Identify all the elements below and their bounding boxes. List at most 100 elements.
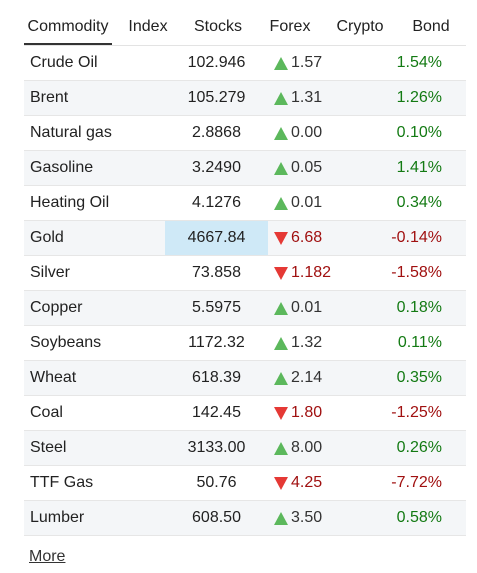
commodity-name: Coal [30, 404, 63, 421]
tab[interactable]: Crypto [336, 18, 384, 35]
commodity-name: Heating Oil [30, 194, 110, 211]
up-arrow [274, 57, 288, 70]
change: 0.01 [274, 186, 364, 220]
percent-change: 0.34% [396, 194, 442, 211]
commodity-name: Gold [30, 229, 64, 246]
percent-change: -1.58% [391, 264, 442, 281]
price: 3.2490 [192, 159, 241, 176]
percent-change: 0.26% [396, 439, 442, 456]
quote-table: Crude Oil 102.946 1.57 1.54% Brent 105.279 1.3… [24, 46, 466, 536]
price: 50.76 [196, 474, 237, 491]
tab-bar: Commodity Index Stocks Forex Crypto Bond [24, 0, 466, 46]
quote-row[interactable]: Silver 73.858 1.182 -1.58% [24, 256, 466, 291]
quote-row[interactable]: Lumber 608.50 3.50 0.58% [24, 501, 466, 536]
arrow-shape [274, 512, 288, 525]
quote-row[interactable]: Coal 142.45 1.80 -1.25% [24, 396, 466, 431]
change-value: 1.57 [291, 54, 323, 71]
change: 4.25 [274, 466, 364, 500]
commodity-widget: Commodity Index Stocks Forex Crypto Bond Crud… [24, 0, 466, 536]
more-link[interactable]: More [29, 548, 66, 565]
change: 1.31 [274, 81, 364, 115]
arrow-shape [274, 162, 288, 175]
change-value: 0.01 [291, 194, 323, 211]
change-value: 6.68 [291, 229, 323, 246]
commodity-name: Steel [30, 439, 67, 456]
percent-change: -7.72% [391, 474, 442, 491]
quote-row[interactable]: Steel 3133.00 8.00 0.26% [24, 431, 466, 466]
arrow-shape [274, 442, 288, 455]
change: 1.80 [274, 396, 364, 430]
quote-row[interactable]: Gold 4667.84 6.68 -0.14% [24, 221, 466, 256]
quote-row[interactable]: Gasoline 3.2490 0.05 1.41% [24, 151, 466, 186]
change-value: 2.14 [291, 369, 323, 386]
change-value: 1.32 [291, 334, 323, 351]
arrow-shape [274, 302, 288, 315]
quote-row[interactable]: TTF Gas 50.76 4.25 -7.72% [24, 466, 466, 501]
arrow-shape [274, 267, 288, 280]
quote-row[interactable]: Copper 5.5975 0.01 0.18% [24, 291, 466, 326]
up-arrow [274, 442, 288, 455]
change: 1.57 [274, 46, 364, 80]
tab[interactable]: Index [128, 18, 168, 35]
arrow-shape [274, 477, 288, 490]
percent-change: 1.54% [396, 54, 442, 71]
arrow-shape [274, 337, 288, 350]
change: 0.05 [274, 151, 364, 185]
change: 2.14 [274, 361, 364, 395]
tab[interactable]: Bond [412, 18, 450, 35]
up-arrow [274, 302, 288, 315]
percent-change: 0.11% [397, 334, 442, 351]
price: 102.946 [187, 54, 246, 71]
tab[interactable]: Commodity [24, 0, 112, 45]
down-arrow [274, 477, 288, 490]
change-value: 1.182 [291, 264, 332, 281]
percent-change: 0.58% [396, 509, 442, 526]
tab[interactable]: Forex [269, 18, 311, 35]
price: 1172.32 [188, 334, 245, 351]
change-value: 1.80 [291, 404, 323, 421]
price: 142.45 [192, 404, 241, 421]
change-value: 0.05 [291, 159, 323, 176]
commodity-name: Natural gas [30, 124, 112, 141]
quote-row[interactable]: Soybeans 1172.32 1.32 0.11% [24, 326, 466, 361]
price: 3133.00 [187, 439, 246, 456]
quote-row[interactable]: Heating Oil 4.1276 0.01 0.34% [24, 186, 466, 221]
change-value: 1.31 [291, 89, 323, 106]
quote-row[interactable]: Brent 105.279 1.31 1.26% [24, 81, 466, 116]
arrow-shape [274, 372, 288, 385]
percent-change: -0.14% [391, 229, 442, 246]
arrow-shape [274, 92, 288, 105]
change-value: 0.00 [291, 124, 323, 141]
up-arrow [274, 162, 288, 175]
change-value: 0.01 [291, 299, 323, 316]
percent-change: 1.26% [396, 89, 442, 106]
quote-row[interactable]: Natural gas 2.8868 0.00 0.10% [24, 116, 466, 151]
change: 0.00 [274, 116, 364, 150]
arrow-shape [274, 57, 288, 70]
price: 2.8868 [192, 124, 241, 141]
price: 608.50 [192, 509, 241, 526]
price: 618.39 [192, 369, 241, 386]
commodity-name: Lumber [30, 509, 85, 526]
up-arrow [274, 92, 288, 105]
change-value: 8.00 [291, 439, 323, 456]
commodity-name: Crude Oil [30, 54, 98, 71]
quote-row[interactable]: Wheat 618.39 2.14 0.35% [24, 361, 466, 396]
commodity-name: Silver [30, 264, 71, 281]
price: 5.5975 [192, 299, 241, 316]
commodity-name: Brent [30, 89, 69, 106]
change: 6.68 [274, 221, 364, 255]
change: 3.50 [274, 501, 364, 535]
price: 73.858 [192, 264, 241, 281]
up-arrow [274, 372, 288, 385]
quote-row[interactable]: Crude Oil 102.946 1.57 1.54% [24, 46, 466, 81]
change: 0.01 [274, 291, 364, 325]
percent-change: 1.41% [396, 159, 442, 176]
commodity-name: Gasoline [30, 159, 94, 176]
up-arrow [274, 512, 288, 525]
change: 1.182 [274, 256, 364, 290]
commodity-name: Copper [30, 299, 83, 316]
percent-change: 0.18% [396, 299, 442, 316]
tab[interactable]: Stocks [193, 18, 242, 35]
